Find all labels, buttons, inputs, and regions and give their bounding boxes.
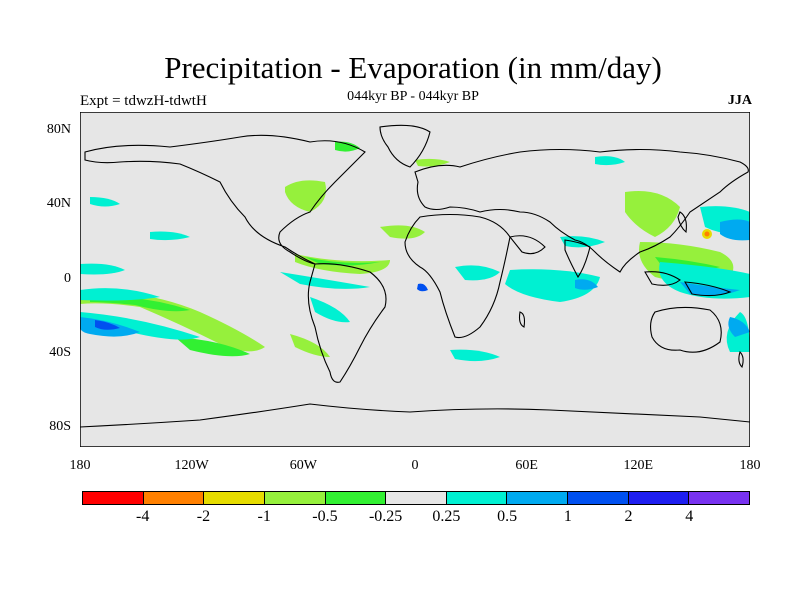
colorbar-label: -0.25	[368, 508, 403, 525]
experiment-label: Expt = tdwzH-tdwtH	[80, 93, 207, 109]
y-tick-label: 40N	[46, 196, 71, 212]
colorbar-label: -2	[196, 508, 211, 525]
x-tick-label: 0	[411, 458, 419, 473]
plot-subtitle: 044kyr BP - 044kyr BP	[347, 89, 479, 104]
x-tick-label: 120W	[174, 458, 209, 473]
colorbar-label: 4	[685, 508, 694, 525]
map-background	[80, 112, 750, 447]
y-tick-label: 40S	[49, 344, 71, 360]
x-tick-label: 60E	[515, 458, 538, 473]
map-svg	[79, 111, 751, 448]
colorbar-label: 0.5	[497, 508, 518, 525]
colorbar-swatch	[83, 492, 144, 504]
colorbar-label: -4	[136, 508, 150, 525]
colorbar-swatch	[568, 492, 629, 504]
colorbar-swatch	[446, 492, 508, 504]
colorbar-swatch	[143, 492, 205, 504]
colorbar-swatch	[264, 492, 326, 504]
colorbar-swatch	[628, 492, 690, 504]
colorbar-swatch	[507, 492, 569, 504]
anomaly-contours	[80, 141, 750, 362]
x-tick-label: 180	[69, 458, 91, 473]
season-label: JJA	[727, 93, 752, 108]
colorbar-label: -1	[257, 508, 271, 525]
colorbar-swatch	[325, 492, 387, 504]
y-tick-label: 80S	[49, 419, 71, 435]
colorbar-swatch	[204, 492, 265, 504]
colorbar	[82, 491, 750, 505]
colorbar-label: 2	[624, 508, 633, 525]
y-tick-label: 0	[64, 270, 71, 286]
x-tick-label: 60W	[289, 458, 317, 473]
colorbar-label: 1	[563, 508, 572, 525]
coastlines	[79, 124, 751, 428]
colorbar-label: 0.25	[432, 508, 461, 525]
y-tick-label: 80N	[46, 121, 71, 137]
map-panel	[79, 111, 751, 448]
colorbar-swatch	[689, 492, 750, 504]
plot-title: Precipitation - Evaporation (in mm/day)	[164, 50, 662, 85]
x-tick-label: 120E	[623, 458, 654, 473]
colorbar-swatch	[386, 492, 447, 504]
colorbar-label: -0.5	[312, 508, 338, 525]
x-tick-label: 180	[739, 458, 761, 473]
